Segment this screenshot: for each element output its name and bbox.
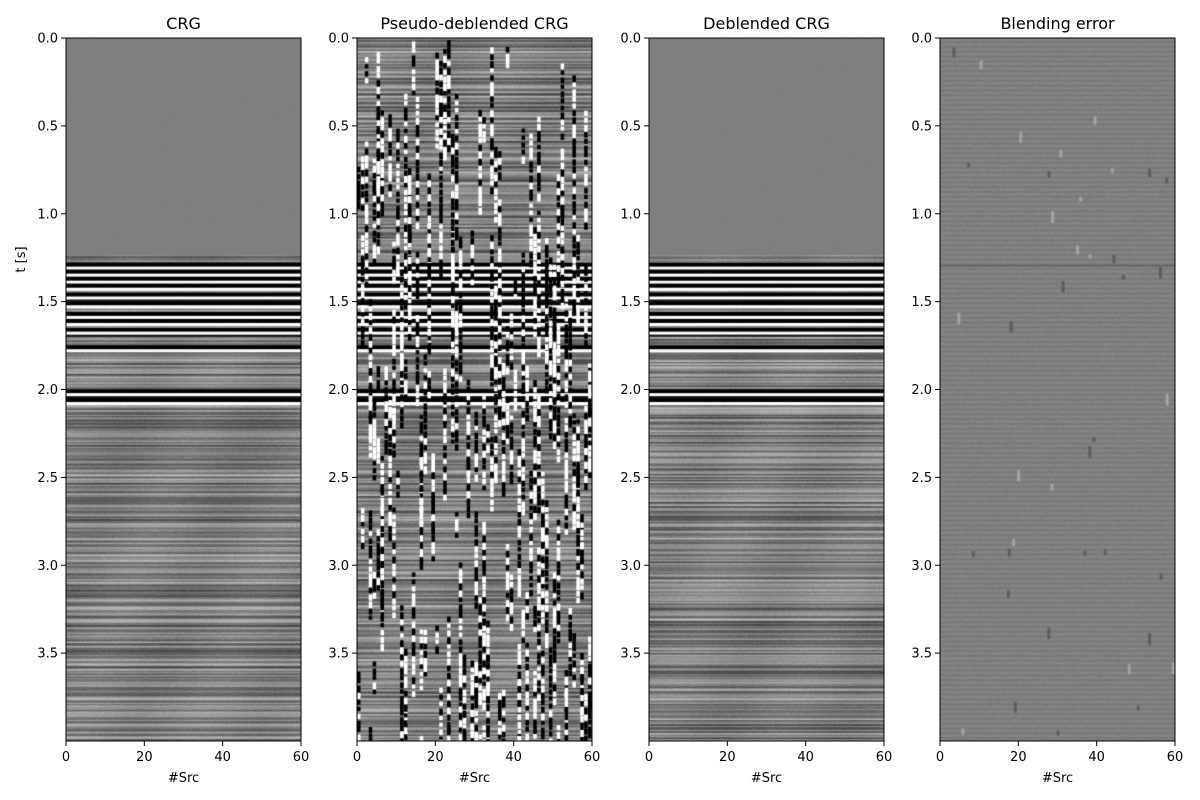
panel-3: Deblended CRG 0 20 40 60 #Src 0.0 0.5 1.0 1.5 2.0 2… — [620, 14, 892, 786]
y-tick-label: 2.0 — [37, 383, 58, 398]
y-tick-label: 2.5 — [37, 471, 58, 486]
panel-image-2 — [357, 38, 592, 741]
y-tick-label: 1.5 — [620, 295, 641, 310]
panel-title: Deblended CRG — [703, 14, 830, 33]
y-tick-label: 0.0 — [328, 32, 349, 47]
y-tick-label: 2.0 — [328, 383, 349, 398]
y-tick-label: 2.0 — [620, 383, 641, 398]
y-tick-label: 0.5 — [620, 119, 641, 134]
y-tick-label: 3.0 — [328, 559, 349, 574]
x-tick-label: 20 — [427, 750, 444, 765]
panel-image-1 — [66, 38, 301, 741]
y-tick-label: 1.0 — [328, 207, 349, 222]
panel-1: CRG 0 20 40 60 #Src 0.0 0.5 1.0 1.5 2.0 2.5 3.0 3.5 t … — [14, 14, 309, 786]
y-tick-label: 3.0 — [620, 559, 641, 574]
y-tick-label: 3.0 — [37, 559, 58, 574]
panel-4: Blending error 0 20 40 60 #Src 0.0 0.5 1.0 1.5 2.0… — [911, 14, 1183, 786]
x-tick-label: 60 — [584, 750, 601, 765]
y-tick-label: 2.5 — [911, 471, 932, 486]
x-tick-label: 20 — [719, 750, 736, 765]
y-tick-label: 3.5 — [37, 647, 58, 662]
x-tick-label: 60 — [293, 750, 310, 765]
panel-image-4 — [940, 38, 1175, 741]
y-tick-label: 1.0 — [911, 207, 932, 222]
x-axis-label: #Src — [1042, 771, 1073, 786]
y-tick-label: 3.5 — [620, 647, 641, 662]
y-tick-label: 2.5 — [328, 471, 349, 486]
x-tick-label: 20 — [1010, 750, 1027, 765]
y-tick-label: 3.0 — [911, 559, 932, 574]
y-tick-label: 1.0 — [37, 207, 58, 222]
x-axis-label: #Src — [168, 771, 199, 786]
panel-image-3 — [649, 38, 884, 741]
x-axis-label: #Src — [751, 771, 782, 786]
y-tick-label: 3.5 — [328, 647, 349, 662]
x-tick-label: 40 — [505, 750, 522, 765]
x-tick-label: 40 — [1088, 750, 1105, 765]
x-tick-label: 60 — [1167, 750, 1184, 765]
y-tick-label: 0.5 — [37, 119, 58, 134]
y-tick-label: 0.0 — [620, 32, 641, 47]
x-tick-label: 0 — [62, 750, 70, 765]
x-tick-label: 60 — [876, 750, 893, 765]
y-tick-label: 2.5 — [620, 471, 641, 486]
x-tick-label: 0 — [353, 750, 361, 765]
y-tick-label: 1.5 — [37, 295, 58, 310]
x-tick-label: 0 — [645, 750, 653, 765]
panel-2: Pseudo-deblended CRG 0 20 40 60 #Src 0.0 0.5 1.0… — [328, 14, 600, 786]
panel-title: Pseudo-deblended CRG — [380, 14, 568, 33]
y-tick-label: 0.0 — [37, 32, 58, 47]
x-tick-label: 40 — [797, 750, 814, 765]
y-tick-label: 0.5 — [328, 119, 349, 134]
x-tick-label: 20 — [136, 750, 153, 765]
y-tick-label: 1.5 — [911, 295, 932, 310]
y-tick-label: 0.5 — [911, 119, 932, 134]
y-axis-label: t [s] — [14, 246, 29, 272]
y-tick-label: 3.5 — [911, 647, 932, 662]
x-tick-label: 40 — [214, 750, 231, 765]
panel-title: CRG — [166, 14, 201, 33]
y-tick-label: 1.5 — [328, 295, 349, 310]
y-tick-label: 1.0 — [620, 207, 641, 222]
panel-title: Blending error — [1000, 14, 1115, 33]
y-tick-label: 2.0 — [911, 383, 932, 398]
x-tick-label: 0 — [936, 750, 944, 765]
x-axis-label: #Src — [459, 771, 490, 786]
y-tick-label: 0.0 — [911, 32, 932, 47]
